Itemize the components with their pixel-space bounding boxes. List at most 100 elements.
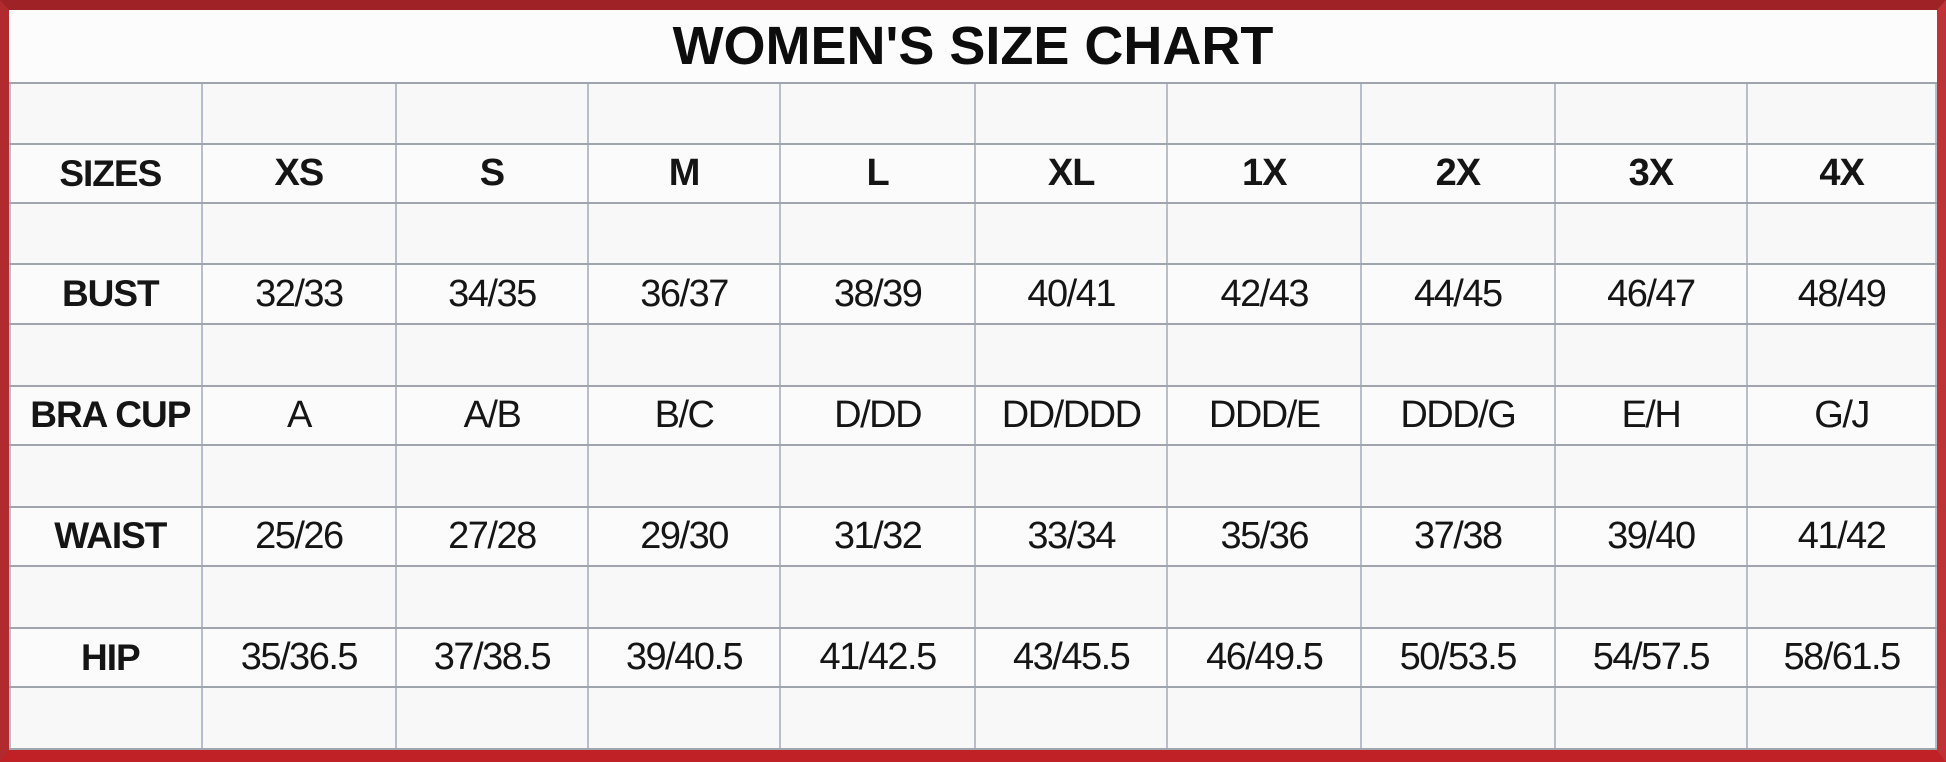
spacer-cell xyxy=(973,81,1169,146)
row-label-bust: BUST xyxy=(9,263,203,325)
spacer-cell xyxy=(395,444,589,508)
spacer-cell xyxy=(586,686,782,750)
spacer-cell xyxy=(1166,565,1363,629)
waist-value: 41/42 xyxy=(1746,505,1937,568)
spacer-cell xyxy=(973,565,1169,629)
spacer-cell xyxy=(1553,686,1749,750)
spacer-cell xyxy=(1746,81,1937,146)
bust-value: 38/39 xyxy=(779,263,976,325)
size-col-2x: 2X xyxy=(1360,143,1556,204)
spacer-cell xyxy=(1746,201,1937,266)
spacer-cell xyxy=(973,444,1169,508)
bra-cup-value: A/B xyxy=(395,384,589,447)
spacer-row xyxy=(9,565,1937,629)
spacer-cell xyxy=(973,686,1169,750)
spacer-cell xyxy=(1360,444,1556,508)
spacer-cell xyxy=(779,565,976,629)
spacer-cell xyxy=(200,322,398,387)
bust-value: 44/45 xyxy=(1360,263,1556,325)
bust-value: 42/43 xyxy=(1166,263,1363,325)
spacer-cell xyxy=(586,322,782,387)
size-col-1x: 1X xyxy=(1166,143,1363,204)
spacer-cell xyxy=(200,565,398,629)
size-col-4x: 4X xyxy=(1746,143,1937,204)
spacer-cell xyxy=(1746,565,1937,629)
waist-value: 39/40 xyxy=(1553,505,1749,568)
waist-value: 37/38 xyxy=(1360,505,1556,568)
spacer-cell xyxy=(779,81,976,146)
size-col-xl: XL xyxy=(973,143,1169,204)
hip-value: 50/53.5 xyxy=(1360,626,1556,689)
spacer-row xyxy=(9,322,1937,387)
waist-value: 29/30 xyxy=(586,505,782,568)
spacer-cell xyxy=(779,322,976,387)
spacer-cell xyxy=(1746,444,1937,508)
spacer-cell xyxy=(1553,201,1749,266)
size-col-l: L xyxy=(779,143,976,204)
bust-value: 48/49 xyxy=(1746,263,1937,325)
spacer-cell xyxy=(1166,686,1363,750)
spacer-cell xyxy=(1746,686,1937,750)
waist-value: 31/32 xyxy=(779,505,976,568)
spacer-cell xyxy=(9,322,203,387)
waist-value: 27/28 xyxy=(395,505,589,568)
spacer-cell xyxy=(1166,81,1363,146)
spacer-cell xyxy=(9,81,203,146)
bra-cup-value: A xyxy=(200,384,398,447)
spacer-cell xyxy=(1166,444,1363,508)
spacer-cell xyxy=(586,565,782,629)
spacer-cell xyxy=(779,444,976,508)
spacer-cell xyxy=(395,81,589,146)
size-col-m: M xyxy=(586,143,782,204)
spacer-cell xyxy=(9,201,203,266)
hip-value: 37/38.5 xyxy=(395,626,589,689)
title-row: WOMEN'S SIZE CHART xyxy=(10,10,1936,84)
spacer-cell xyxy=(9,686,203,750)
spacer-cell xyxy=(1360,565,1556,629)
bra-cup-value: G/J xyxy=(1746,384,1937,447)
spacer-cell xyxy=(395,686,589,750)
spacer-cell xyxy=(586,81,782,146)
row-label-hip: HIP xyxy=(9,626,203,689)
hip-value: 41/42.5 xyxy=(779,626,976,689)
size-chart-table: WOMEN'S SIZE CHART SIZES XS S M L XL 1X … xyxy=(9,10,1937,750)
header-row: SIZES XS S M L XL 1X 2X 3X 4X xyxy=(9,143,1937,204)
spacer-cell xyxy=(1166,322,1363,387)
spacer-cell xyxy=(9,444,203,508)
spacer-row xyxy=(9,81,1937,146)
spacer-cell xyxy=(1360,322,1556,387)
waist-value: 25/26 xyxy=(200,505,398,568)
row-label-waist: WAIST xyxy=(9,505,203,568)
spacer-row xyxy=(9,444,1937,508)
hip-value: 58/61.5 xyxy=(1746,626,1937,689)
bra-cup-value: E/H xyxy=(1553,384,1749,447)
spacer-cell xyxy=(1360,81,1556,146)
bust-value: 32/33 xyxy=(200,263,398,325)
spacer-cell xyxy=(1553,444,1749,508)
spacer-cell xyxy=(1553,81,1749,146)
bust-row: BUST 32/33 34/35 36/37 38/39 40/41 42/43… xyxy=(9,263,1937,325)
waist-row: WAIST 25/26 27/28 29/30 31/32 33/34 35/3… xyxy=(9,505,1937,568)
bra-cup-value: DD/DDD xyxy=(973,384,1169,447)
spacer-cell xyxy=(586,444,782,508)
waist-value: 33/34 xyxy=(973,505,1169,568)
bust-value: 34/35 xyxy=(395,263,589,325)
bust-value: 40/41 xyxy=(973,263,1169,325)
hip-value: 46/49.5 xyxy=(1166,626,1363,689)
waist-value: 35/36 xyxy=(1166,505,1363,568)
spacer-cell xyxy=(1553,322,1749,387)
spacer-cell xyxy=(395,201,589,266)
spacer-cell xyxy=(1360,686,1556,750)
spacer-cell xyxy=(586,201,782,266)
spacer-row xyxy=(9,201,1937,266)
header-label: SIZES xyxy=(9,143,203,204)
hip-value: 43/45.5 xyxy=(973,626,1169,689)
spacer-cell xyxy=(200,444,398,508)
spacer-cell xyxy=(1166,201,1363,266)
chart-title: WOMEN'S SIZE CHART xyxy=(10,10,1936,84)
hip-row: HIP 35/36.5 37/38.5 39/40.5 41/42.5 43/4… xyxy=(9,626,1937,689)
bra-cup-value: DDD/E xyxy=(1166,384,1363,447)
bra-cup-value: B/C xyxy=(586,384,782,447)
bust-value: 36/37 xyxy=(586,263,782,325)
spacer-cell xyxy=(973,201,1169,266)
